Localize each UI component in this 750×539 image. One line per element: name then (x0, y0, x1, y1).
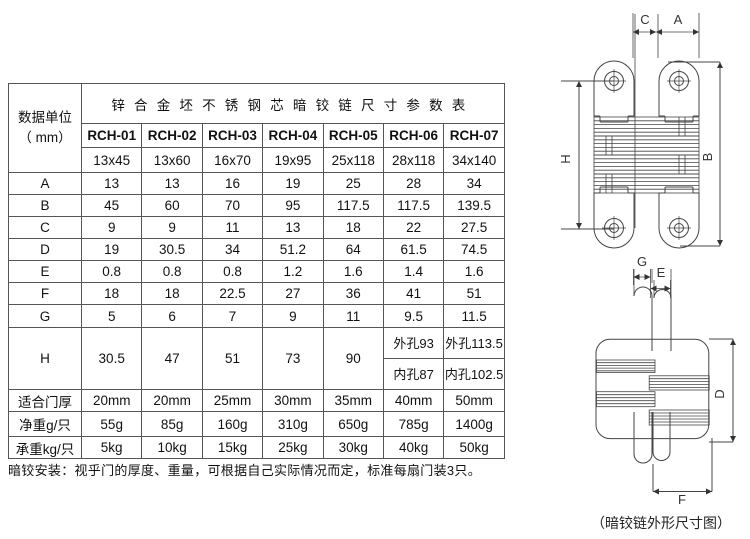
svg-text:B: B (700, 153, 715, 162)
svg-text:C: C (640, 12, 649, 27)
svg-text:A: A (674, 12, 683, 27)
svg-text:D: D (712, 389, 727, 398)
svg-text:F: F (678, 492, 686, 507)
svg-text:G: G (637, 254, 647, 269)
svg-text:（暗铰链外形尺寸图）: （暗铰链外形尺寸图） (591, 515, 731, 531)
svg-text:H: H (558, 154, 573, 163)
svg-text:E: E (657, 265, 666, 280)
